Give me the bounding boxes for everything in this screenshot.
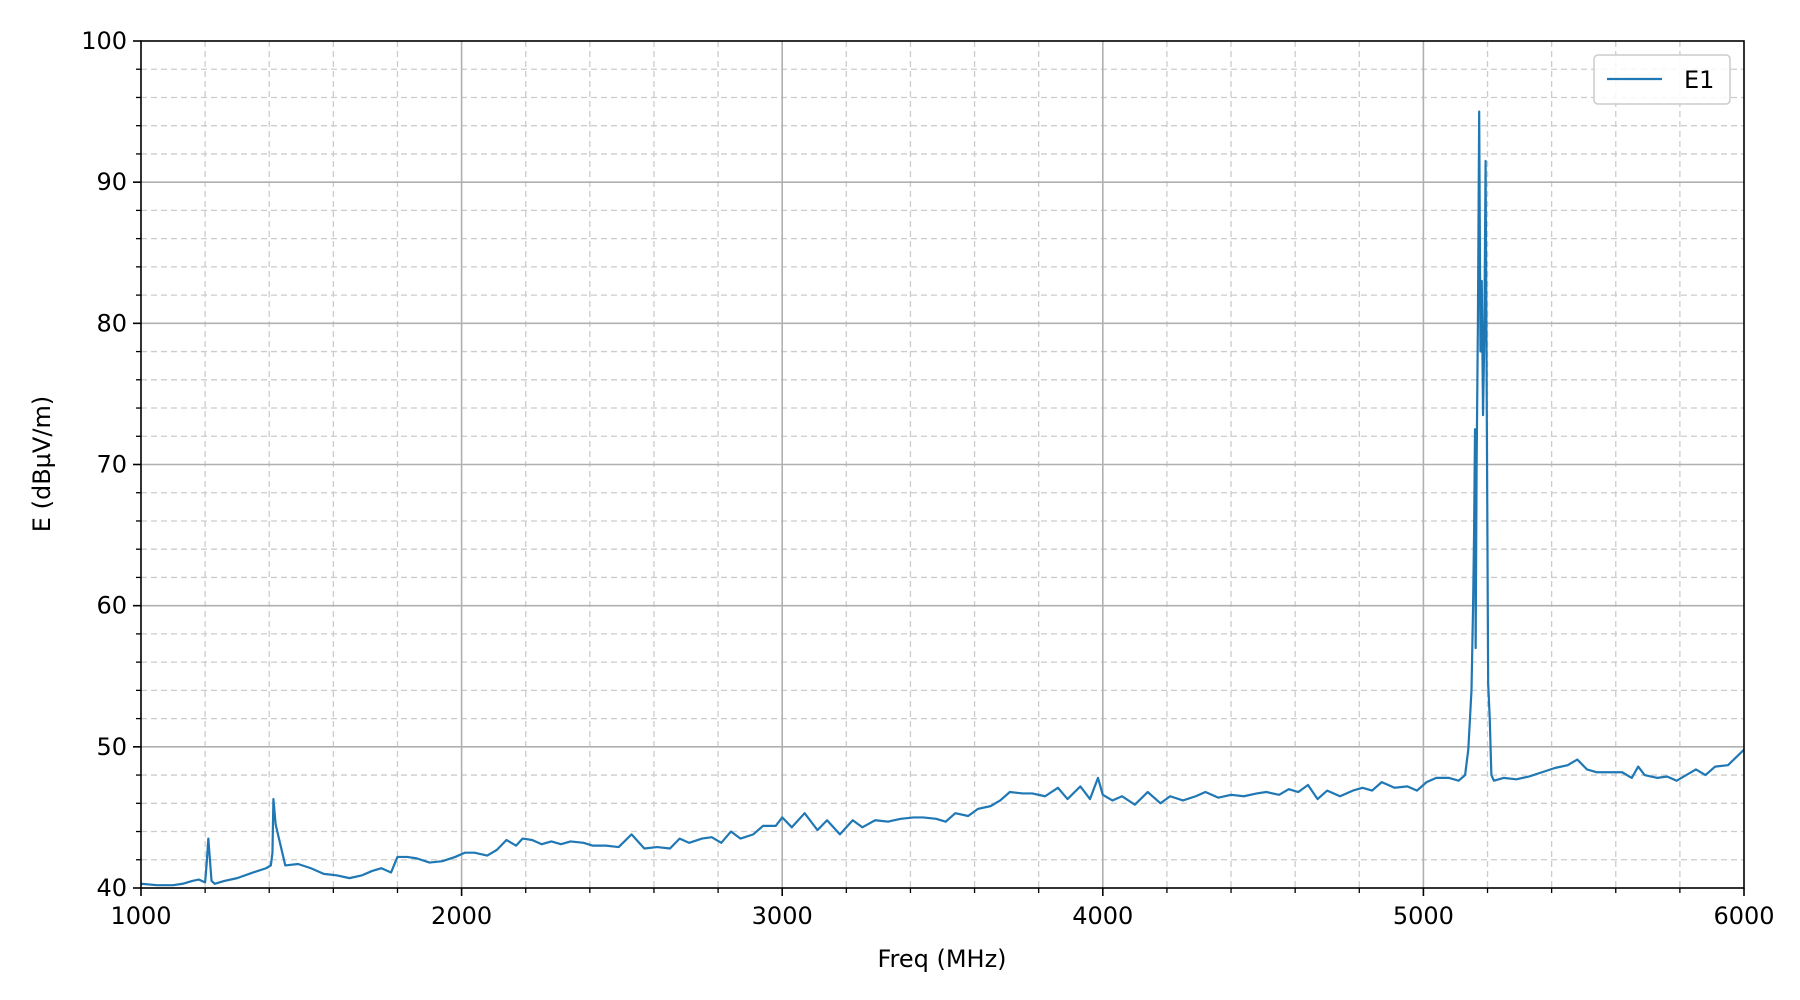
legend: E1	[1593, 54, 1731, 105]
x-tick-label: 5000	[1393, 902, 1454, 930]
x-tick-label: 2000	[431, 902, 492, 930]
x-axis-label: Freq (MHz)	[877, 945, 1006, 973]
y-tick-label: 100	[81, 27, 127, 55]
x-tick-label: 4000	[1072, 902, 1133, 930]
x-tick-label: 1000	[110, 902, 171, 930]
y-tick-label: 40	[96, 874, 127, 902]
y-tick-label: 60	[96, 592, 127, 620]
y-tick-label: 70	[96, 451, 127, 479]
plot-area	[140, 40, 1745, 889]
y-axis: 40 50 60 70 80 90 100	[81, 27, 141, 902]
y-tick-label: 50	[96, 733, 127, 761]
x-axis: 1000 2000 3000 4000 5000 6000	[110, 888, 1775, 930]
y-axis-label: E (dBµV/m)	[28, 396, 56, 532]
x-tick-label: 6000	[1713, 902, 1774, 930]
y-tick-label: 80	[96, 309, 127, 337]
x-tick-label: 3000	[752, 902, 813, 930]
legend-label-e1: E1	[1684, 66, 1714, 94]
series-line-e1	[140, 110, 1745, 887]
series-layer	[140, 110, 1745, 887]
y-tick-label: 90	[96, 168, 127, 196]
